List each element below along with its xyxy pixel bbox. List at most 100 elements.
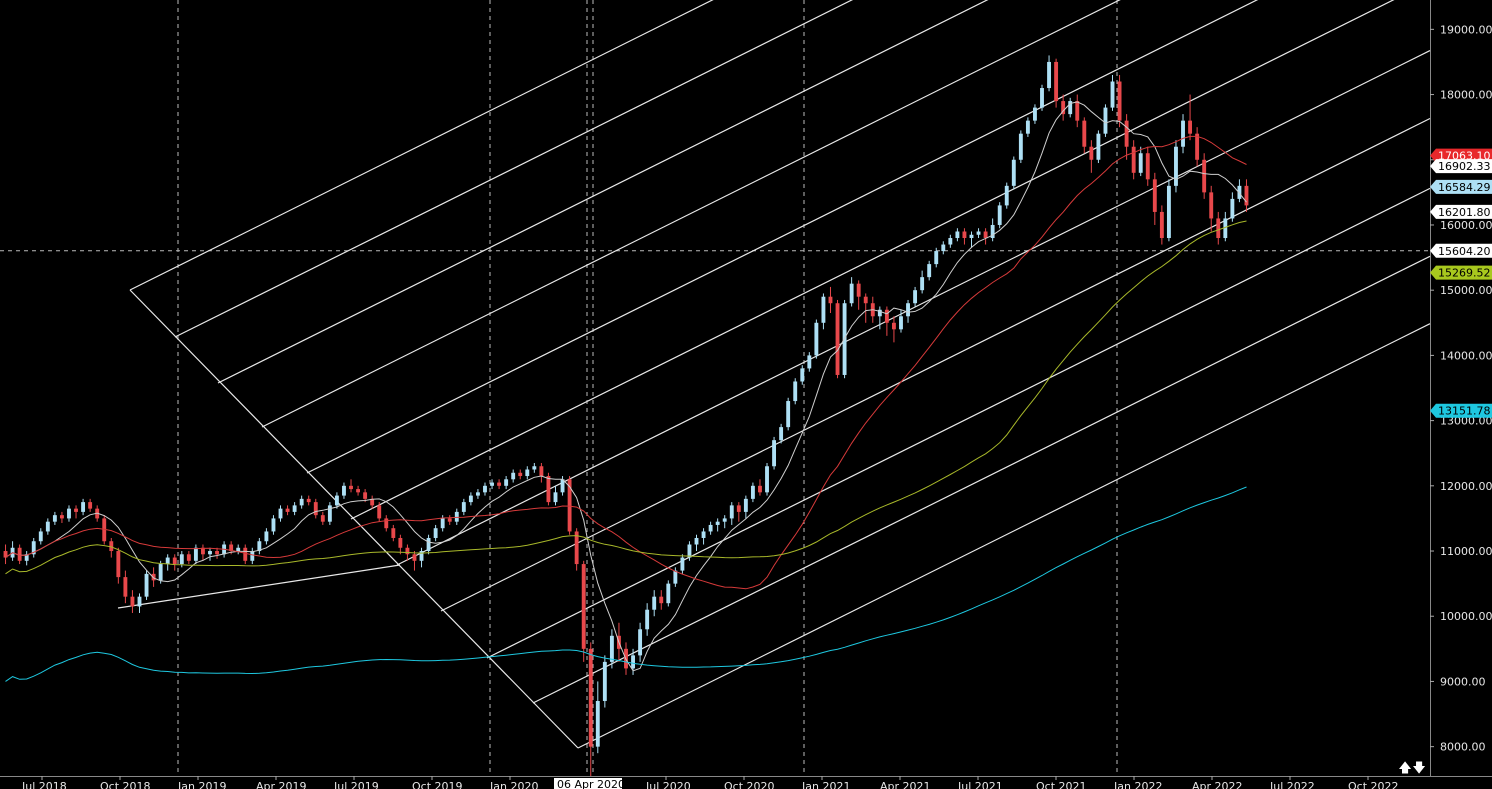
candle-body [327, 505, 332, 522]
candle-body [884, 309, 889, 323]
candle-body [1011, 159, 1016, 186]
channel-line [129, 0, 714, 291]
candle-body [772, 440, 777, 467]
candle-body [997, 205, 1002, 225]
candle-body [560, 479, 565, 493]
candle-body [278, 508, 283, 519]
candle-body [595, 701, 600, 747]
candle-body [440, 518, 445, 529]
candle-body [906, 303, 910, 317]
ma-short-line [5, 101, 1247, 672]
candle-body [292, 505, 297, 512]
x-tick-label: Jul 2019 [333, 780, 379, 789]
candle-body [525, 469, 530, 477]
candle-body [377, 505, 382, 519]
candle-body [948, 238, 953, 245]
channel-line [440, 117, 1431, 612]
candle-body [1110, 81, 1115, 108]
candle-body [631, 655, 635, 669]
candle-body [976, 231, 981, 235]
candle-body [447, 518, 452, 522]
candle-body [835, 303, 840, 375]
candle-body [419, 551, 424, 561]
candle-body [659, 596, 664, 604]
channel-line [217, 0, 989, 384]
candle-body [334, 495, 339, 506]
y-tick-label: 16000.00 [1440, 219, 1492, 232]
candle-body [109, 541, 114, 552]
scroll-down-icon[interactable]: 🡇 [1412, 761, 1426, 776]
candle-body [81, 502, 86, 512]
candle-body [1181, 120, 1185, 147]
candle-body [116, 551, 121, 578]
price-tag-label: 16584.29 [1438, 181, 1491, 194]
trend-line [117, 564, 401, 609]
candle-body [461, 502, 466, 512]
candle-body [483, 485, 487, 493]
candle-body [1202, 159, 1207, 193]
candle-body [1244, 185, 1249, 206]
candle-body [384, 518, 389, 529]
candle-body [1237, 185, 1242, 199]
candle-body [553, 492, 558, 503]
candle-body [229, 544, 234, 552]
candle-body [750, 485, 755, 499]
candle-body [52, 515, 57, 522]
pitchfork-handle [129, 289, 579, 749]
x-tick-label: Jul 2021 [957, 780, 1003, 789]
candle-body [1025, 120, 1030, 134]
x-tick-label: Apr 2021 [880, 780, 931, 789]
candle-body [891, 322, 896, 330]
candle-body [934, 251, 939, 265]
channel-line [577, 323, 1431, 749]
x-tick-label: Jan 2019 [177, 780, 226, 789]
candle-body [758, 485, 762, 493]
candle-body [250, 551, 255, 561]
scroll-up-icon[interactable]: 🡅 [1398, 761, 1412, 776]
y-tick-label: 9000.00 [1440, 675, 1486, 688]
candle-body [412, 554, 417, 561]
candle-body [962, 231, 967, 239]
candle-body [652, 596, 657, 610]
candle-body [1195, 133, 1200, 160]
price-tag-label: 13151.78 [1438, 405, 1491, 418]
candle-body [208, 551, 212, 555]
candle-body [701, 531, 706, 538]
candle-body [765, 466, 769, 493]
candle-body [313, 502, 318, 516]
candle-body [306, 498, 311, 503]
x-tick-label: Oct 2018 [100, 780, 151, 789]
candle-body [475, 492, 480, 496]
price-tag [1430, 159, 1492, 174]
candle-body [490, 482, 494, 486]
candle-body [779, 427, 784, 441]
candle-body [1096, 133, 1101, 160]
candle-body [1117, 81, 1122, 121]
candle-body [532, 466, 537, 470]
candle-body [863, 296, 868, 304]
channel-line [261, 0, 1121, 428]
x-tick-label: Apr 2019 [256, 780, 307, 789]
x-tick-label: Oct 2022 [1348, 780, 1399, 789]
candle-body [729, 505, 734, 519]
candle-body [31, 541, 36, 555]
candle-body [193, 547, 198, 561]
candle-body [102, 518, 107, 542]
candle-body [24, 554, 29, 561]
candle-body [433, 528, 438, 538]
candle-body [257, 541, 262, 552]
candle-body [59, 515, 64, 519]
x-tick-label: Apr 2022 [1192, 780, 1243, 789]
candle-body [1145, 153, 1150, 180]
y-tick-label: 14000.00 [1440, 349, 1492, 362]
x-tick-label: Oct 2021 [1036, 780, 1087, 789]
candle-body [793, 381, 798, 402]
candle-body [736, 505, 741, 512]
candle-body [990, 224, 995, 239]
candle-body [913, 290, 918, 304]
candle-body [609, 635, 614, 662]
candle-body [363, 492, 368, 499]
candle-body [1124, 120, 1129, 147]
